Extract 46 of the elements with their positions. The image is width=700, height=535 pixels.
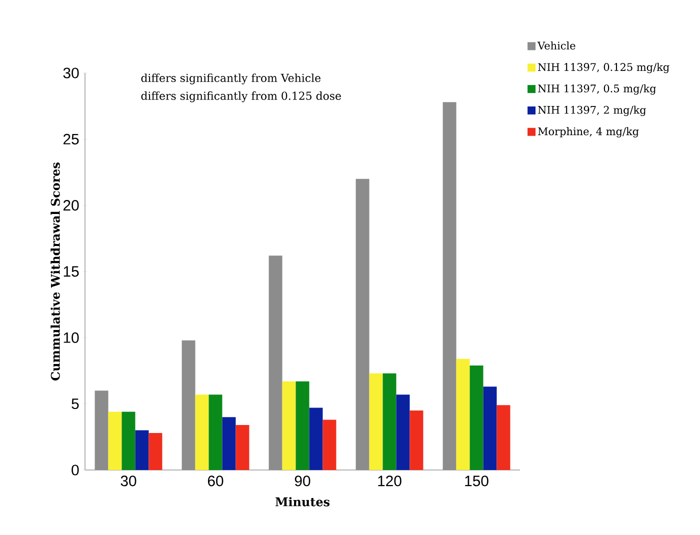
y-tick-label: 0 bbox=[72, 464, 79, 476]
bar bbox=[496, 405, 510, 470]
legend-label: Vehicle bbox=[537, 41, 576, 50]
bar bbox=[236, 425, 250, 470]
y-tick-label: 15 bbox=[64, 266, 79, 277]
bar bbox=[108, 412, 122, 470]
legend-label: NIH 11397, 2 mg/kg bbox=[538, 106, 646, 116]
y-tick-label: 20 bbox=[63, 200, 79, 211]
x-axis-title: Minutes bbox=[275, 497, 330, 506]
bar bbox=[483, 386, 497, 470]
bar bbox=[148, 432, 162, 470]
annotation: differs significantly from Vehicle bbox=[141, 74, 320, 84]
bar bbox=[456, 358, 470, 470]
legend-label: Morphine, 4 mg/kg bbox=[538, 127, 639, 138]
x-tick-label: 150 bbox=[465, 476, 488, 486]
bar bbox=[282, 381, 296, 470]
bar bbox=[296, 381, 310, 470]
annotation: differs significantly from 0.125 dose bbox=[141, 91, 341, 102]
bar bbox=[369, 373, 383, 470]
y-tick-label: 30 bbox=[63, 68, 79, 78]
bar bbox=[135, 430, 149, 470]
bar bbox=[268, 256, 282, 470]
y-axis-title: Cummulative Withdrawal Scores bbox=[50, 162, 60, 380]
x-tick-label: 30 bbox=[120, 476, 136, 486]
y-tick-label: 25 bbox=[63, 134, 79, 144]
bar bbox=[382, 373, 396, 470]
bar bbox=[182, 340, 196, 470]
bar bbox=[410, 410, 424, 470]
legend-label: NIH 11397, 0.125 mg/kg bbox=[538, 62, 670, 74]
bar bbox=[94, 390, 108, 470]
x-tick-label: 90 bbox=[294, 476, 310, 486]
bar bbox=[322, 420, 336, 470]
y-tick-label: 5 bbox=[72, 398, 79, 410]
y-tick-label: 10 bbox=[64, 332, 79, 343]
x-tick-label: 120 bbox=[378, 476, 402, 486]
bar bbox=[222, 417, 236, 470]
bar bbox=[195, 394, 209, 470]
legend-label: NIH 11397, 0.5 mg/kg bbox=[538, 84, 656, 95]
bar bbox=[470, 365, 484, 470]
bar bbox=[356, 178, 370, 470]
bar bbox=[309, 408, 323, 470]
bar bbox=[122, 412, 136, 470]
bar bbox=[208, 394, 222, 470]
x-tick-label: 60 bbox=[208, 476, 224, 486]
bar bbox=[396, 394, 410, 470]
bar bbox=[442, 102, 456, 470]
